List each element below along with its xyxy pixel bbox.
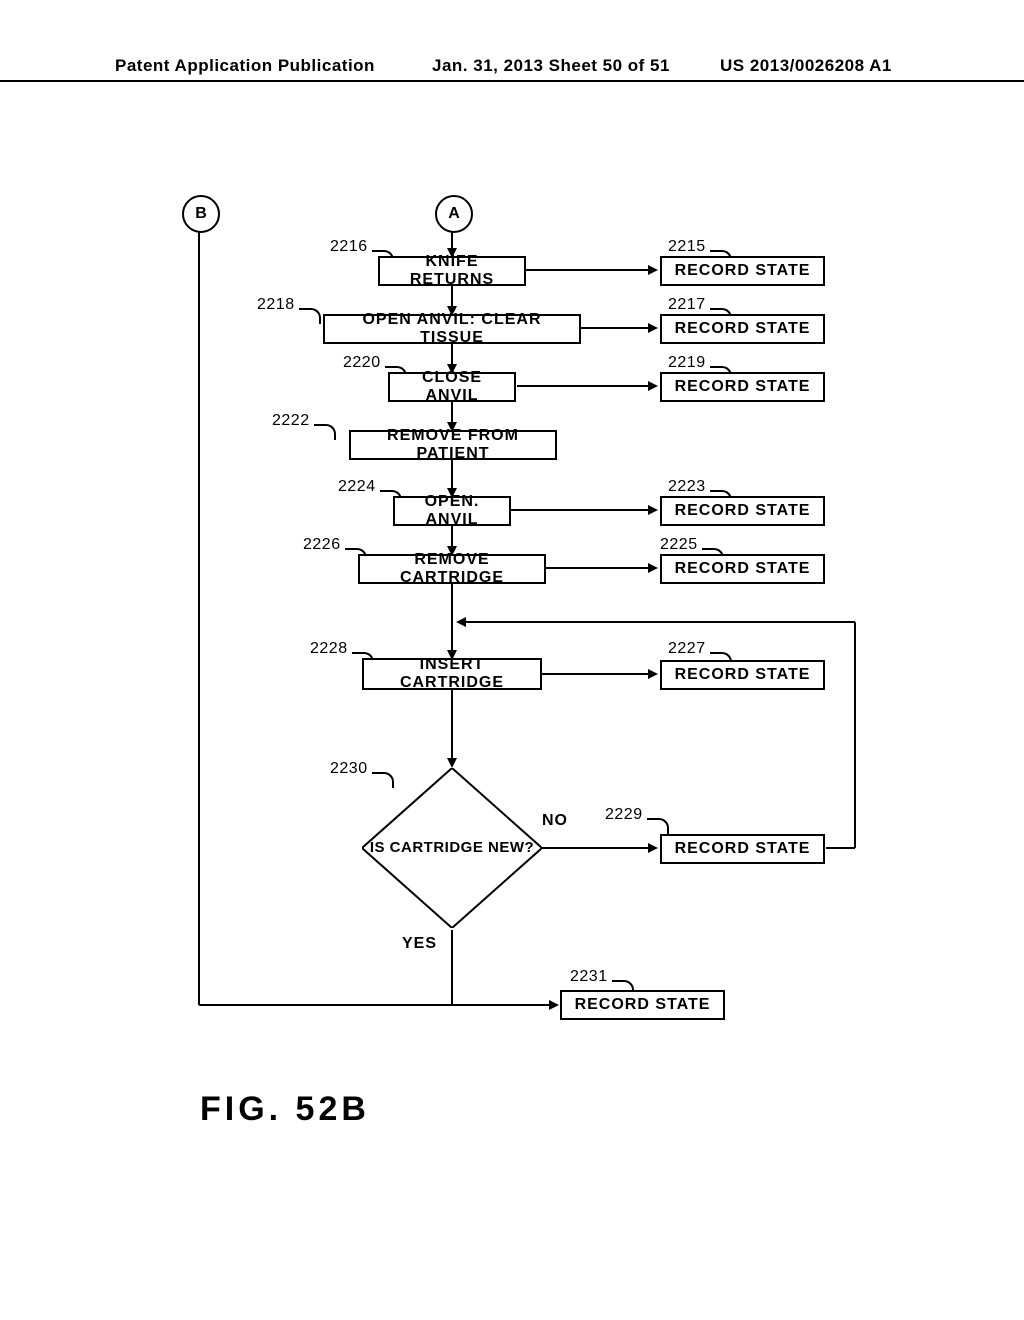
figure-label: FIG. 52B bbox=[200, 1090, 370, 1129]
connector-a: A bbox=[435, 195, 473, 233]
arrowhead bbox=[648, 669, 658, 679]
record-text: RECORD STATE bbox=[675, 666, 811, 684]
record-2227: RECORD STATE bbox=[660, 660, 825, 690]
arrowhead bbox=[456, 617, 466, 627]
arrowhead bbox=[648, 843, 658, 853]
record-2231: RECORD STATE bbox=[560, 990, 725, 1020]
step-open-anvil-clear: OPEN ANVIL: CLEAR TISSUE bbox=[323, 314, 581, 344]
ref-2222: 2222 bbox=[272, 412, 310, 430]
record-2217: RECORD STATE bbox=[660, 314, 825, 344]
step-remove-patient: REMOVE FROM PATIENT bbox=[349, 430, 557, 460]
arrowhead bbox=[549, 1000, 559, 1010]
record-text: RECORD STATE bbox=[675, 502, 811, 520]
ref-2217: 2217 bbox=[668, 296, 706, 314]
ref-2229: 2229 bbox=[605, 806, 643, 824]
ref-2223: 2223 bbox=[668, 478, 706, 496]
step-text: REMOVE CARTRIDGE bbox=[368, 551, 536, 587]
connector-b-label: B bbox=[195, 205, 207, 223]
ref-2216: 2216 bbox=[330, 238, 368, 256]
ref-2231: 2231 bbox=[570, 968, 608, 986]
step-remove-cartridge: REMOVE CARTRIDGE bbox=[358, 554, 546, 584]
step-text: OPEN. ANVIL bbox=[403, 493, 501, 529]
step-knife-returns: KNIFE RETURNS bbox=[378, 256, 526, 286]
ref-2227: 2227 bbox=[668, 640, 706, 658]
page: Patent Application Publication Jan. 31, … bbox=[0, 0, 1024, 1320]
record-2219: RECORD STATE bbox=[660, 372, 825, 402]
arrowhead bbox=[648, 265, 658, 275]
arrowhead bbox=[648, 563, 658, 573]
arrowhead bbox=[648, 323, 658, 333]
connector-a-label: A bbox=[448, 205, 460, 223]
ref-2228: 2228 bbox=[310, 640, 348, 658]
step-text: OPEN ANVIL: CLEAR TISSUE bbox=[333, 311, 571, 347]
step-insert-cartridge: INSERT CARTRIDGE bbox=[362, 658, 542, 690]
decision-yes-label: YES bbox=[402, 935, 437, 953]
step-text: INSERT CARTRIDGE bbox=[372, 656, 532, 692]
ref-2225: 2225 bbox=[660, 536, 698, 554]
ref-2220: 2220 bbox=[343, 354, 381, 372]
ref-hook bbox=[314, 424, 336, 440]
record-text: RECORD STATE bbox=[575, 996, 711, 1014]
ref-hook bbox=[647, 818, 669, 834]
ref-2219: 2219 bbox=[668, 354, 706, 372]
record-2223: RECORD STATE bbox=[660, 496, 825, 526]
record-2225: RECORD STATE bbox=[660, 554, 825, 584]
step-text: CLOSE ANVIL bbox=[398, 369, 506, 405]
arrowhead bbox=[648, 381, 658, 391]
step-open-anvil: OPEN. ANVIL bbox=[393, 496, 511, 526]
step-close-anvil: CLOSE ANVIL bbox=[388, 372, 516, 402]
record-text: RECORD STATE bbox=[675, 840, 811, 858]
step-text: KNIFE RETURNS bbox=[388, 253, 516, 289]
flowchart: B A 2216 KNIFE RETURNS 2218 OPEN ANVIL: … bbox=[0, 0, 1024, 1320]
record-text: RECORD STATE bbox=[675, 560, 811, 578]
decision-no-label: NO bbox=[542, 812, 568, 830]
decision-text: IS CARTRIDGE NEW? bbox=[370, 838, 534, 858]
ref-2215: 2215 bbox=[668, 238, 706, 256]
ref-hook bbox=[299, 308, 321, 324]
connector-b: B bbox=[182, 195, 220, 233]
record-text: RECORD STATE bbox=[675, 378, 811, 396]
ref-2218: 2218 bbox=[257, 296, 295, 314]
arrowhead bbox=[648, 505, 658, 515]
record-text: RECORD STATE bbox=[675, 320, 811, 338]
record-2215: RECORD STATE bbox=[660, 256, 825, 286]
record-text: RECORD STATE bbox=[675, 262, 811, 280]
ref-2226: 2226 bbox=[303, 536, 341, 554]
record-2229: RECORD STATE bbox=[660, 834, 825, 864]
decision-cartridge-new: IS CARTRIDGE NEW? bbox=[362, 768, 542, 928]
arrowhead bbox=[447, 758, 457, 768]
ref-2224: 2224 bbox=[338, 478, 376, 496]
step-text: REMOVE FROM PATIENT bbox=[359, 427, 547, 463]
